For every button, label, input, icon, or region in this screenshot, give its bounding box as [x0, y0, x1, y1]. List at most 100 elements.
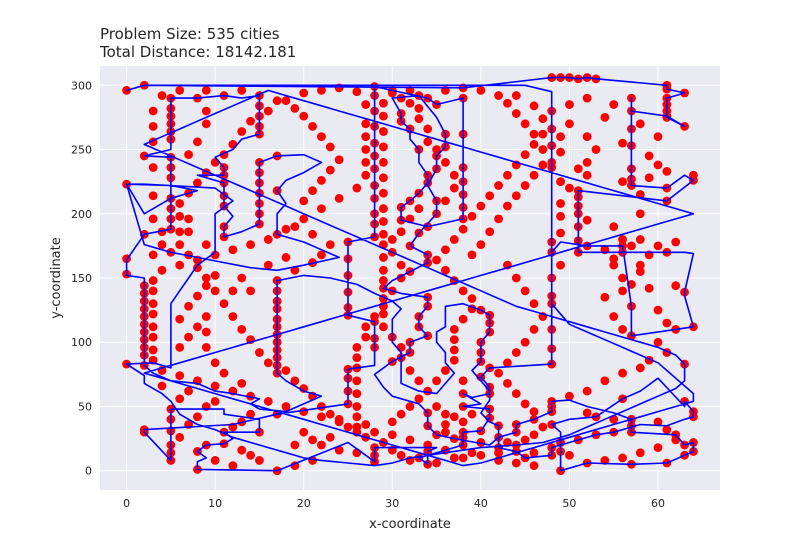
city-point [511, 91, 521, 100]
city-point [565, 100, 574, 109]
city-point [370, 312, 379, 321]
city-point [175, 314, 185, 324]
city-point [618, 453, 627, 463]
city-point [246, 116, 255, 126]
city-point [476, 438, 486, 447]
city-point [635, 260, 645, 270]
city-point [529, 139, 539, 149]
city-point [644, 173, 654, 183]
city-point [263, 235, 273, 244]
city-point [148, 299, 158, 309]
city-point [635, 363, 645, 373]
city-point [529, 170, 539, 180]
city-point [281, 402, 291, 411]
city-point [157, 381, 167, 391]
city-point [246, 240, 255, 249]
x-axis-label: x-coordinate [369, 517, 451, 532]
city-point [193, 291, 202, 301]
city-point [432, 145, 441, 154]
city-point [193, 322, 202, 332]
city-point [157, 240, 167, 249]
city-point [379, 173, 388, 183]
city-point [520, 181, 530, 190]
city-point [618, 235, 627, 244]
city-point [228, 461, 238, 470]
city-point [627, 241, 636, 251]
tour-path-line [125, 76, 695, 472]
city-point [467, 448, 477, 458]
city-point [148, 163, 158, 172]
city-point [503, 98, 512, 108]
city-point [529, 101, 539, 111]
city-point [423, 137, 433, 147]
city-point [414, 114, 424, 124]
city-point [184, 214, 193, 224]
city-point [210, 358, 220, 368]
city-point [476, 201, 486, 211]
city-point [467, 250, 477, 260]
city-point [237, 445, 247, 455]
city-point [352, 402, 362, 411]
city-point [618, 368, 627, 378]
x-tick-label: 20 [297, 497, 311, 510]
city-point [387, 235, 397, 244]
city-point [379, 98, 388, 108]
city-point [255, 348, 264, 357]
city-point [210, 381, 220, 391]
city-point [290, 376, 300, 386]
city-point [201, 273, 211, 283]
city-point [193, 263, 202, 273]
city-point [246, 450, 255, 460]
city-point [379, 265, 388, 275]
city-point [228, 286, 238, 296]
city-point [255, 456, 264, 465]
city-point [175, 394, 185, 404]
city-point [609, 254, 619, 264]
city-point [503, 201, 512, 211]
city-point [538, 145, 548, 154]
y-axis-label: y-coordinate [49, 237, 64, 319]
city-point [432, 255, 441, 265]
city-point [361, 100, 371, 109]
city-point [538, 114, 548, 124]
city-point [432, 458, 441, 468]
x-tick-label: 10 [208, 497, 222, 510]
city-point [379, 276, 388, 285]
city-point [653, 132, 663, 142]
city-point [520, 337, 530, 347]
city-point [529, 324, 539, 334]
city-point [565, 450, 574, 460]
city-point [529, 461, 539, 470]
city-point [591, 145, 601, 154]
city-point [520, 399, 530, 409]
city-point [263, 358, 273, 368]
city-point [281, 253, 291, 262]
city-point [299, 427, 309, 437]
city-point [361, 170, 371, 180]
chart-title-total-distance: Total Distance: 18142.181 [100, 43, 297, 61]
city-point [458, 376, 468, 386]
city-point [529, 430, 539, 440]
city-point [175, 227, 185, 237]
city-point [325, 432, 335, 442]
city-point [511, 348, 521, 357]
city-point [184, 250, 193, 260]
city-point [511, 273, 521, 283]
city-point [228, 312, 238, 321]
city-point [565, 391, 574, 401]
city-point [609, 312, 619, 321]
city-point [449, 324, 459, 334]
city-point [148, 214, 158, 224]
city-point [494, 368, 503, 378]
city-point [237, 273, 247, 283]
city-point [317, 412, 326, 422]
x-tick-label: 50 [562, 497, 576, 510]
city-point [644, 151, 654, 161]
city-point [246, 286, 255, 296]
city-point [405, 366, 415, 375]
city-point [361, 132, 371, 142]
city-point [467, 409, 477, 419]
city-point [582, 132, 592, 142]
city-point [334, 193, 344, 203]
city-point [317, 250, 326, 260]
